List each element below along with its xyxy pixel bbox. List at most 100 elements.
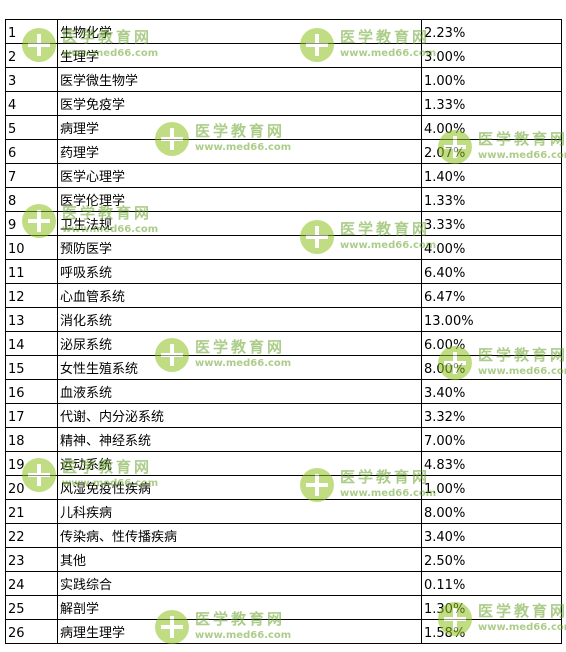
row-number: 21 (5, 499, 58, 524)
percentage: 3.00% (421, 43, 562, 68)
subject-name: 医学伦理学 (57, 187, 422, 212)
row-number: 19 (5, 451, 58, 476)
subject-name: 心血管系统 (57, 283, 422, 308)
subject-name: 生物化学 (57, 19, 422, 44)
row-number: 5 (5, 115, 58, 140)
row-number: 17 (5, 403, 58, 428)
percentage: 1.30% (421, 595, 562, 620)
row-number: 13 (5, 307, 58, 332)
subject-name: 泌尿系统 (57, 331, 422, 356)
subject-name: 实践综合 (57, 571, 422, 596)
row-number: 23 (5, 547, 58, 572)
subject-name: 精神、神经系统 (57, 427, 422, 452)
row-number: 14 (5, 331, 58, 356)
table-row: 1 生物化学 2.23% (5, 19, 562, 44)
subject-name: 生理学 (57, 43, 422, 68)
table-row: 25 解剖学 1.30% (5, 595, 562, 620)
row-number: 1 (5, 19, 58, 44)
row-number: 16 (5, 379, 58, 404)
table-row: 4 医学免疫学 1.33% (5, 91, 562, 116)
percentage: 4.00% (421, 115, 562, 140)
percentage: 1.33% (421, 187, 562, 212)
table-row: 19 运动系统 4.83% (5, 451, 562, 476)
table-row: 21 儿科疾病 8.00% (5, 499, 562, 524)
table-row: 18 精神、神经系统 7.00% (5, 427, 562, 452)
table-row: 14 泌尿系统 6.00% (5, 331, 562, 356)
subject-name: 风湿免疫性疾病 (57, 475, 422, 500)
subject-weight-table: 1 生物化学 2.23% 2 生理学 3.00% 3 医学微生物学 1.00% … (5, 19, 562, 644)
row-number: 3 (5, 67, 58, 92)
row-number: 20 (5, 475, 58, 500)
table-row: 26 病理生理学 1.58% (5, 619, 562, 644)
table-row: 13 消化系统 13.00% (5, 307, 562, 332)
row-number: 8 (5, 187, 58, 212)
subject-name: 女性生殖系统 (57, 355, 422, 380)
subject-name: 传染病、性传播疾病 (57, 523, 422, 548)
row-number: 7 (5, 163, 58, 188)
table-row: 5 病理学 4.00% (5, 115, 562, 140)
table-row: 20 风湿免疫性疾病 1.00% (5, 475, 562, 500)
subject-name: 药理学 (57, 139, 422, 164)
percentage: 1.58% (421, 619, 562, 644)
table-row: 2 生理学 3.00% (5, 43, 562, 68)
subject-name: 消化系统 (57, 307, 422, 332)
percentage: 8.00% (421, 499, 562, 524)
subject-name: 医学免疫学 (57, 91, 422, 116)
table-row: 15 女性生殖系统 8.00% (5, 355, 562, 380)
row-number: 4 (5, 91, 58, 116)
table-row: 12 心血管系统 6.47% (5, 283, 562, 308)
percentage: 2.23% (421, 19, 562, 44)
subject-name: 解剖学 (57, 595, 422, 620)
percentage: 0.11% (421, 571, 562, 596)
table-body: 1 生物化学 2.23% 2 生理学 3.00% 3 医学微生物学 1.00% … (5, 19, 562, 644)
subject-name: 代谢、内分泌系统 (57, 403, 422, 428)
percentage: 2.50% (421, 547, 562, 572)
percentage: 1.40% (421, 163, 562, 188)
percentage: 4.00% (421, 235, 562, 260)
percentage: 13.00% (421, 307, 562, 332)
table-row: 9 卫生法规 3.33% (5, 211, 562, 236)
percentage: 1.00% (421, 475, 562, 500)
row-number: 15 (5, 355, 58, 380)
table-row: 8 医学伦理学 1.33% (5, 187, 562, 212)
subject-name: 呼吸系统 (57, 259, 422, 284)
subject-name: 运动系统 (57, 451, 422, 476)
percentage: 3.32% (421, 403, 562, 428)
table-row: 23 其他 2.50% (5, 547, 562, 572)
percentage: 6.00% (421, 331, 562, 356)
table-row: 11 呼吸系统 6.40% (5, 259, 562, 284)
table-row: 16 血液系统 3.40% (5, 379, 562, 404)
row-number: 26 (5, 619, 58, 644)
subject-name: 病理学 (57, 115, 422, 140)
percentage: 3.33% (421, 211, 562, 236)
percentage: 3.40% (421, 379, 562, 404)
row-number: 22 (5, 523, 58, 548)
subject-name: 血液系统 (57, 379, 422, 404)
row-number: 6 (5, 139, 58, 164)
table-row: 6 药理学 2.07% (5, 139, 562, 164)
percentage: 1.33% (421, 91, 562, 116)
table-row: 3 医学微生物学 1.00% (5, 67, 562, 92)
table-row: 24 实践综合 0.11% (5, 571, 562, 596)
subject-name: 医学心理学 (57, 163, 422, 188)
subject-name: 医学微生物学 (57, 67, 422, 92)
percentage: 4.83% (421, 451, 562, 476)
percentage: 2.07% (421, 139, 562, 164)
percentage: 1.00% (421, 67, 562, 92)
subject-name: 预防医学 (57, 235, 422, 260)
percentage: 8.00% (421, 355, 562, 380)
table-row: 17 代谢、内分泌系统 3.32% (5, 403, 562, 428)
row-number: 10 (5, 235, 58, 260)
row-number: 11 (5, 259, 58, 284)
percentage: 6.40% (421, 259, 562, 284)
table-row: 22 传染病、性传播疾病 3.40% (5, 523, 562, 548)
table-row: 7 医学心理学 1.40% (5, 163, 562, 188)
row-number: 25 (5, 595, 58, 620)
subject-name: 病理生理学 (57, 619, 422, 644)
percentage: 7.00% (421, 427, 562, 452)
table-row: 10 预防医学 4.00% (5, 235, 562, 260)
row-number: 24 (5, 571, 58, 596)
row-number: 2 (5, 43, 58, 68)
subject-name: 儿科疾病 (57, 499, 422, 524)
subject-name: 其他 (57, 547, 422, 572)
